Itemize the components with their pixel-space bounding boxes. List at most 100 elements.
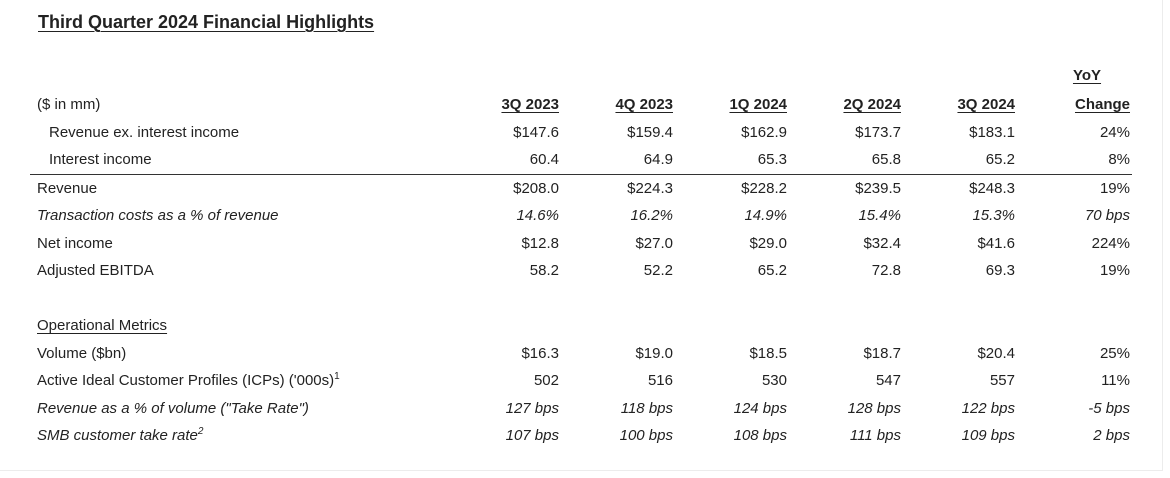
cell-value: $248.3 (905, 173, 1019, 202)
cell-value: $27.0 (635, 234, 673, 252)
yoy-value: 70 bps (1084, 207, 1130, 225)
content-panel (0, 0, 1163, 471)
cell-value: $29.0 (749, 234, 787, 252)
table-row: Volume ($bn) $16.3 $19.0 $18.5 $18.7 $20… (30, 340, 1132, 368)
yoy-value: -5 bps (1088, 399, 1130, 417)
operational-metrics-title: Operational Metrics (37, 317, 168, 335)
cell-value: $18.7 (863, 344, 901, 362)
row-label: Volume ($bn) (30, 340, 449, 368)
cell-value: 65.2 (757, 262, 787, 280)
row-label: SMB customer take rate2 (30, 422, 449, 450)
cell-value: 14.9% (744, 207, 787, 225)
cell-value: $208.0 (449, 173, 563, 202)
cell-value: 128 bps (847, 399, 901, 417)
table-row: Adjusted EBITDA 58.2 52.2 65.2 72.8 69.3… (30, 257, 1132, 285)
page-title: Third Quarter 2024 Financial Highlights (38, 12, 375, 32)
cell-value: 69.3 (985, 262, 1015, 280)
cell-value: $12.8 (521, 234, 559, 252)
footnote-marker: 2 (197, 426, 204, 438)
cell-value: $19.0 (635, 344, 673, 362)
cell-value: 100 bps (619, 427, 673, 445)
row-label: Revenue as a % of volume ("Take Rate") (30, 395, 449, 423)
yoy-value: 25% (1099, 344, 1130, 362)
table-row: Interest income 60.4 64.9 65.3 65.8 65.2… (30, 146, 1132, 174)
cell-value: 127 bps (505, 399, 559, 417)
column-header: 1Q 2024 (729, 96, 787, 114)
row-label-text: Volume ($bn) (37, 344, 127, 362)
cell-value: $20.4 (977, 344, 1015, 362)
cell-value: 502 (533, 372, 559, 390)
column-header: 2Q 2024 (843, 96, 901, 114)
cell-value: $159.4 (627, 123, 673, 141)
column-header: 3Q 2023 (501, 96, 559, 114)
cell-value: $239.5 (791, 173, 905, 202)
row-label: Transaction costs as a % of revenue (37, 207, 279, 225)
financial-table: ($ in mm) 3Q 2023 4Q 2023 1Q 2024 2Q 202… (30, 91, 1132, 450)
cell-value: $18.5 (749, 344, 787, 362)
row-label-text: Active Ideal Customer Profiles (ICPs) ('… (37, 372, 335, 390)
row-label: Revenue (30, 173, 449, 202)
table-row: Revenue ex. interest income $147.6 $159.… (30, 119, 1132, 147)
row-label: Net income (37, 234, 113, 252)
row-label-text: Revenue as a % of volume ("Take Rate") (37, 399, 309, 417)
cell-value: 107 bps (505, 427, 559, 445)
cell-value: 64.9 (643, 151, 673, 169)
cell-value: 15.3% (972, 207, 1015, 225)
row-label: Interest income (49, 151, 152, 169)
cell-value: 122 bps (961, 399, 1015, 417)
cell-value: $183.1 (969, 123, 1015, 141)
cell-value: $16.3 (521, 344, 559, 362)
cell-value: $32.4 (863, 234, 901, 252)
cell-value: $173.7 (855, 123, 901, 141)
cell-value: $228.2 (677, 173, 791, 202)
cell-value: 14.6% (516, 207, 559, 225)
cell-value: 118 bps (620, 399, 673, 417)
cell-value: 111 bps (849, 427, 901, 445)
cell-value: 557 (989, 372, 1015, 390)
section-header-row: Operational Metrics (30, 312, 1132, 340)
column-header: 4Q 2023 (615, 96, 673, 114)
header-row: ($ in mm) 3Q 2023 4Q 2023 1Q 2024 2Q 202… (30, 91, 1132, 119)
table-row: SMB customer take rate2 107 bps 100 bps … (30, 422, 1132, 450)
yoy-header-bottom: Change (1074, 96, 1130, 114)
cell-value: 65.2 (985, 151, 1015, 169)
cell-value: 124 bps (733, 399, 787, 417)
table-spacer (30, 285, 1132, 313)
row-label: Active Ideal Customer Profiles (ICPs) ('… (30, 367, 449, 395)
cell-value: 72.8 (871, 262, 901, 280)
yoy-value: 19% (1019, 173, 1132, 202)
cell-value: 516 (647, 372, 673, 390)
cell-value: 15.4% (858, 207, 901, 225)
cell-value: 58.2 (529, 262, 559, 280)
yoy-value: 11% (1101, 372, 1130, 390)
table-row: Active Ideal Customer Profiles (ICPs) ('… (30, 367, 1132, 395)
yoy-value: 8% (1108, 151, 1130, 169)
yoy-value: 2 bps (1093, 427, 1130, 445)
table-row: Net income $12.8 $27.0 $29.0 $32.4 $41.6… (30, 230, 1132, 258)
cell-value: 52.2 (643, 262, 673, 280)
row-label-text: SMB customer take rate (37, 427, 198, 445)
yoy-value: 24% (1099, 123, 1130, 141)
cell-value: 108 bps (733, 427, 787, 445)
yoy-value: 224% (1091, 234, 1130, 252)
row-label: Adjusted EBITDA (37, 262, 154, 280)
units-label: ($ in mm) (37, 96, 101, 114)
cell-value: $41.6 (977, 234, 1015, 252)
cell-value: 109 bps (961, 427, 1015, 445)
footnote-marker: 1 (334, 371, 340, 383)
cell-value: $147.6 (513, 123, 559, 141)
table-row: Transaction costs as a % of revenue 14.6… (30, 202, 1132, 230)
yoy-header-top: YoY (1072, 67, 1102, 84)
table-row-total: Revenue $208.0 $224.3 $228.2 $239.5 $248… (30, 173, 1132, 202)
cell-value: 65.8 (871, 151, 901, 169)
row-label: Revenue ex. interest income (49, 123, 240, 141)
cell-value: 65.3 (757, 151, 787, 169)
cell-value: 16.2% (630, 207, 673, 225)
cell-value: 530 (761, 372, 787, 390)
yoy-value: 19% (1099, 262, 1130, 280)
cell-value: $162.9 (741, 123, 787, 141)
cell-value: 60.4 (529, 151, 559, 169)
cell-value: 547 (875, 372, 901, 390)
cell-value: $224.3 (563, 173, 677, 202)
